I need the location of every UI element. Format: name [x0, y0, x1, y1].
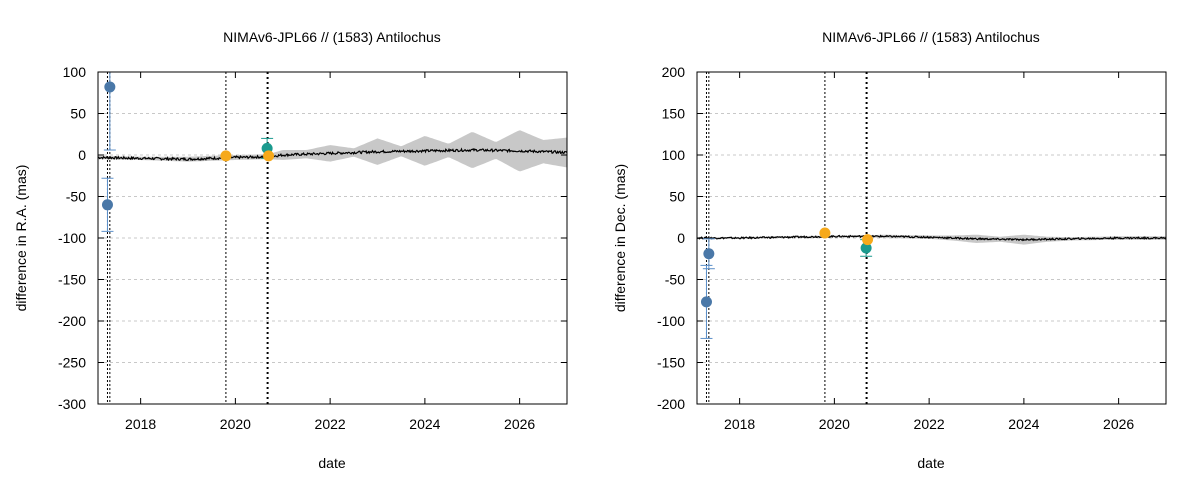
data-point-blue — [104, 81, 116, 93]
y-axis-label-ra: difference in R.A. (mas) — [13, 165, 29, 312]
y-tick-label: -150 — [58, 272, 86, 288]
x-tick-label: 2020 — [220, 416, 251, 432]
chart-title-ra: NIMAv6-JPL66 // (1583) Antilochus — [223, 29, 441, 45]
uncertainty-band-dec — [697, 234, 1166, 245]
chart-title-dec: NIMAv6-JPL66 // (1583) Antilochus — [822, 29, 1040, 45]
chart-ra: NIMAv6-JPL66 // (1583) Antilochus date d… — [13, 29, 568, 471]
x-tick-label: 2022 — [914, 416, 945, 432]
y-tick-label: -100 — [657, 313, 685, 329]
y-ticks-dec: -200 -150 -100 -50 0 50 100 150 200 — [657, 64, 1166, 412]
x-tick-label: 2026 — [1103, 416, 1134, 432]
x-tick-label: 2026 — [504, 416, 535, 432]
x-tick-label: 2018 — [125, 416, 156, 432]
data-point-blue — [703, 248, 715, 260]
x-tick-label: 2022 — [315, 416, 346, 432]
data-points-dec — [700, 227, 874, 339]
x-ticks-dec: 2018 2020 2022 2024 2026 — [724, 72, 1134, 432]
vertical-markers-ra — [106, 72, 269, 404]
y-tick-label: -200 — [657, 396, 685, 412]
y-tick-label: 150 — [662, 106, 686, 122]
uncertainty-band-ra — [98, 130, 567, 172]
data-point-orange — [263, 150, 275, 162]
data-points-ra — [101, 72, 275, 232]
y-tick-label: 50 — [669, 189, 685, 205]
data-point-orange — [862, 234, 874, 246]
x-axis-label-ra: date — [318, 455, 345, 471]
uncertainty-area — [697, 234, 1166, 245]
x-tick-label: 2024 — [409, 416, 440, 432]
y-tick-label: -50 — [66, 189, 86, 205]
y-tick-label: 100 — [63, 64, 87, 80]
x-tick-label: 2018 — [724, 416, 755, 432]
y-tick-label: -250 — [58, 355, 86, 371]
y-tick-label: -50 — [665, 272, 685, 288]
y-tick-label: 100 — [662, 147, 686, 163]
x-axis-label-dec: date — [917, 455, 944, 471]
uncertainty-area — [98, 130, 567, 172]
y-axis-label-dec: difference in Dec. (mas) — [612, 164, 628, 312]
x-tick-label: 2024 — [1008, 416, 1039, 432]
data-point-orange — [819, 227, 831, 239]
y-tick-label: 0 — [677, 230, 685, 246]
chart-dec: NIMAv6-JPL66 // (1583) Antilochus date d… — [612, 29, 1167, 471]
y-tick-label: 0 — [78, 147, 86, 163]
data-point-teal — [860, 242, 872, 254]
residual-curve — [697, 234, 1166, 242]
residual-line-ra — [98, 147, 567, 162]
y-tick-label: 200 — [662, 64, 686, 80]
data-point-blue — [700, 296, 712, 308]
y-ticks-ra: -300 -250 -200 -150 -100 -50 0 50 100 — [58, 64, 567, 412]
data-point-orange — [220, 150, 232, 162]
data-point-blue — [101, 199, 113, 211]
y-tick-label: -150 — [657, 355, 685, 371]
residual-line-dec — [697, 234, 1166, 242]
x-ticks-ra: 2018 2020 2022 2024 2026 — [125, 72, 535, 432]
y-tick-label: -300 — [58, 396, 86, 412]
x-tick-label: 2020 — [819, 416, 850, 432]
residual-curve — [98, 147, 567, 162]
y-tick-label: -100 — [58, 230, 86, 246]
y-tick-label: 50 — [70, 106, 86, 122]
y-tick-label: -200 — [58, 313, 86, 329]
